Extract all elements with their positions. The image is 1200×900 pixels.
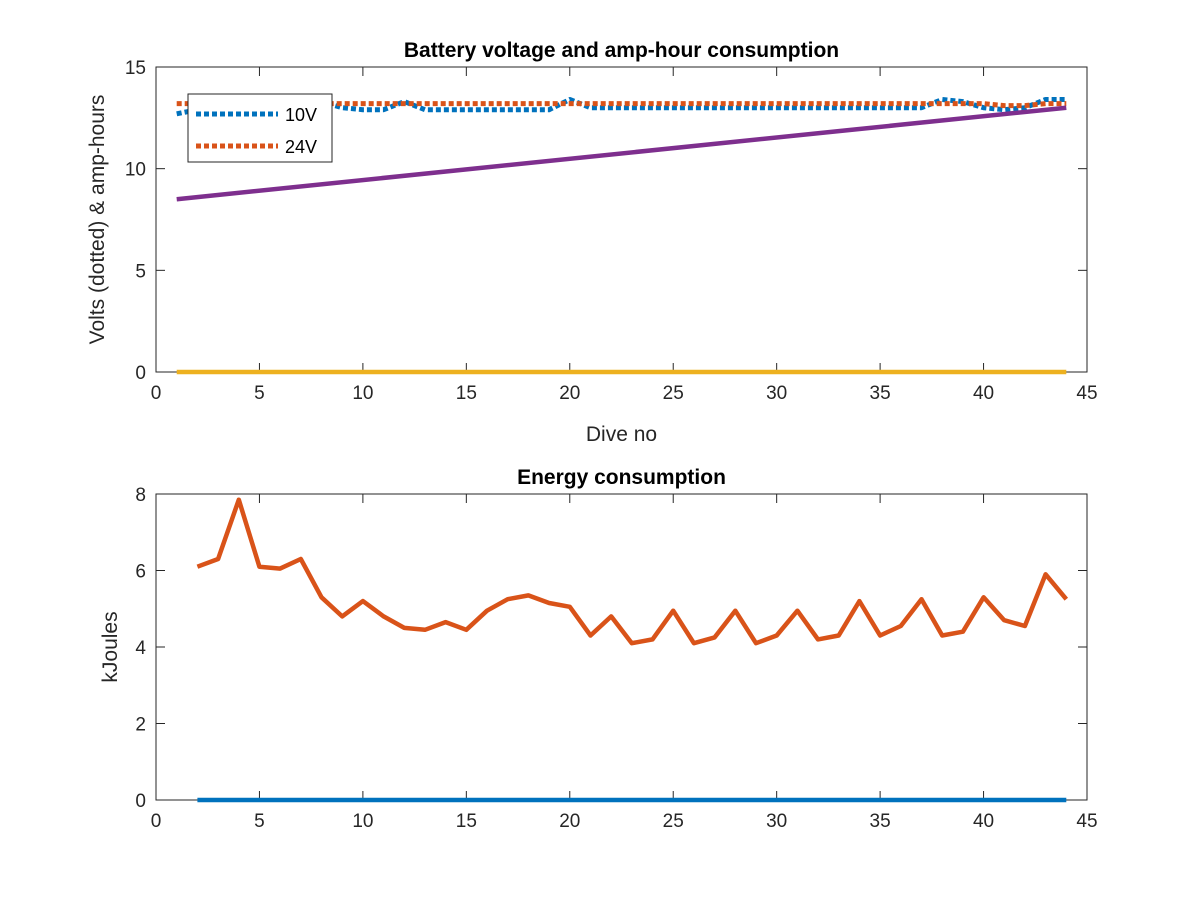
chart-title: Battery voltage and amp-hour consumption <box>404 39 839 62</box>
x-tick-label: 5 <box>254 383 265 404</box>
x-tick-label: 30 <box>766 383 787 404</box>
series-line-2 <box>176 105 1067 202</box>
y-tick-label: 15 <box>125 58 146 79</box>
x-tick-label: 35 <box>870 383 891 404</box>
legend-label: 24V <box>285 137 317 157</box>
x-tick-label: 0 <box>151 811 162 832</box>
x-axis-label: Dive no <box>586 423 657 446</box>
x-tick-label: 10 <box>352 383 373 404</box>
legend-label: 10V <box>285 105 317 125</box>
x-tick-label: 45 <box>1076 811 1097 832</box>
series-line-0 <box>196 497 1069 646</box>
x-tick-label: 40 <box>973 811 994 832</box>
y-tick-label: 0 <box>135 791 146 812</box>
x-tick-label: 25 <box>663 383 684 404</box>
axes-box <box>155 493 1088 801</box>
x-tick-label: 15 <box>456 383 477 404</box>
x-tick-label: 5 <box>254 811 265 832</box>
y-tick-label: 4 <box>135 638 146 659</box>
y-tick-label: 2 <box>135 715 146 736</box>
x-tick-label: 10 <box>352 811 373 832</box>
x-tick-label: 20 <box>559 383 580 404</box>
y-tick-label: 6 <box>135 562 146 583</box>
x-tick-label: 40 <box>973 383 994 404</box>
x-tick-label: 30 <box>766 811 787 832</box>
chart-title: Energy consumption <box>517 466 726 489</box>
chart-battery-voltage: Battery voltage and amp-hour consumption… <box>86 39 1098 446</box>
x-tick-label: 45 <box>1076 383 1097 404</box>
y-tick-label: 0 <box>135 363 146 384</box>
chart-energy-consumption: Energy consumption kJoules 0 5 10 15 20 25 30 3… <box>99 466 1098 832</box>
y-tick-label: 10 <box>125 160 146 181</box>
y-axis-label: Volts (dotted) & amp-hours <box>86 95 109 345</box>
x-tick-label: 35 <box>870 811 891 832</box>
y-tick-label: 8 <box>135 485 146 506</box>
y-axis-label: kJoules <box>99 611 122 682</box>
x-tick-label: 20 <box>559 811 580 832</box>
x-tick-label: 0 <box>151 383 162 404</box>
legend-box <box>187 93 333 163</box>
y-tick-label: 5 <box>135 261 146 282</box>
x-tick-label: 15 <box>456 811 477 832</box>
x-tick-label: 25 <box>663 811 684 832</box>
